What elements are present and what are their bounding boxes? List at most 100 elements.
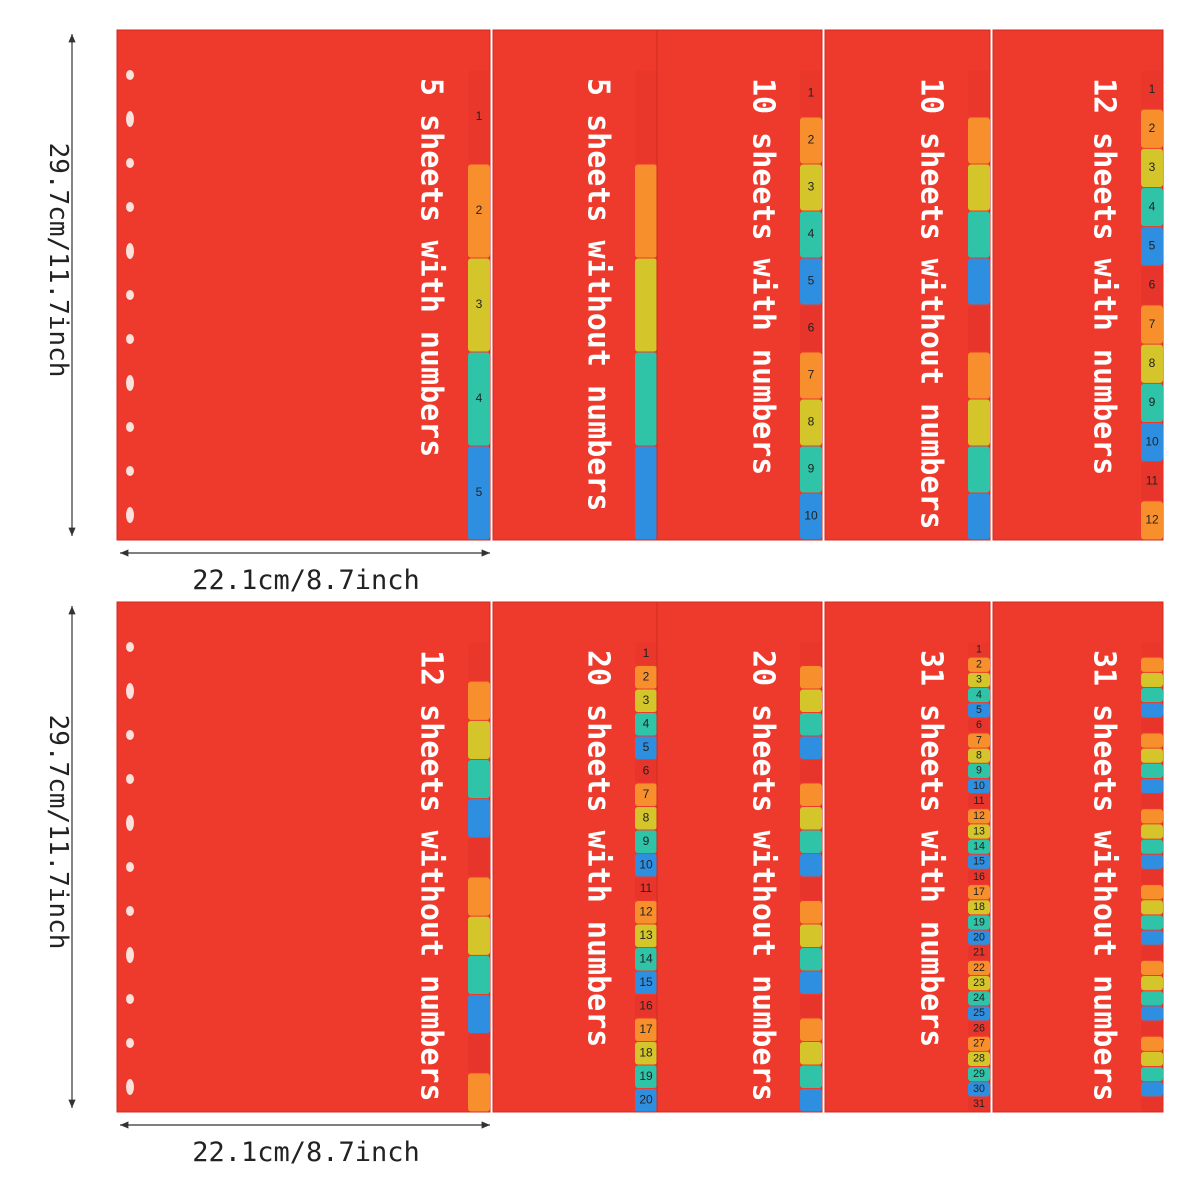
tab-number: 27 [973, 1038, 985, 1050]
tab-number: 8 [643, 810, 650, 824]
divider-tab [1141, 672, 1163, 687]
tab-number: 20 [639, 1092, 653, 1106]
divider-tab [635, 924, 657, 947]
divider-tab [1141, 501, 1163, 540]
divider-tab [1141, 824, 1163, 839]
divider-tab [635, 1018, 657, 1041]
divider-tab [1141, 266, 1163, 305]
divider-tab [1141, 794, 1163, 809]
tab-number: 8 [976, 750, 982, 762]
height-label: 29.7cm/11.7inch [43, 143, 73, 378]
divider-tab [968, 839, 990, 854]
divider-tab [468, 681, 490, 720]
divider-tab [968, 960, 990, 976]
panel-label: 5 sheets with numbers [414, 78, 449, 457]
tab-number: 31 [973, 1098, 985, 1110]
divider-tab [635, 783, 657, 806]
divider-tab [1141, 869, 1163, 885]
divider-tab [968, 117, 990, 164]
divider-panel: 5 sheets without numbers [492, 29, 658, 541]
divider-sheet [656, 29, 823, 541]
tab-number: 13 [973, 825, 985, 837]
divider-tab [468, 70, 490, 164]
panel-label: 5 sheets without numbers [581, 78, 616, 511]
divider-tab [635, 642, 657, 665]
tab-number: 6 [808, 321, 815, 335]
tab-number: 18 [973, 901, 985, 913]
divider-tab [968, 399, 990, 446]
tab-number: 13 [639, 928, 653, 942]
divider-tab [968, 885, 990, 900]
divider-tab [800, 1089, 822, 1112]
tab-number: 3 [476, 297, 483, 311]
divider-tab [468, 955, 490, 994]
divider-tab [968, 733, 990, 748]
tab-number: 29 [973, 1068, 985, 1080]
tab-number: 3 [643, 693, 650, 707]
divider-tab [468, 446, 490, 540]
tab-number: 10 [639, 857, 653, 871]
divider-tab [635, 689, 657, 712]
divider-tab [968, 672, 990, 687]
divider-tab [800, 736, 822, 759]
panel-label: 31 sheets with numbers [914, 650, 949, 1047]
tab-number: 9 [643, 834, 650, 848]
divider-tab [968, 164, 990, 211]
tab-number: 25 [973, 1007, 985, 1019]
tab-number: 1 [976, 643, 982, 655]
tab-number: 3 [976, 674, 982, 686]
tab-number: 14 [639, 951, 653, 965]
divider-sheet [656, 601, 823, 1113]
divider-tab [635, 948, 657, 971]
punch-hole [126, 375, 134, 391]
punch-hole [126, 947, 134, 963]
tab-number: 17 [639, 1022, 653, 1036]
divider-tab [800, 807, 822, 830]
tab-number: 10 [804, 509, 818, 523]
tab-number: 12 [973, 810, 985, 822]
tab-number: 21 [973, 947, 985, 959]
divider-tab [1141, 1036, 1163, 1051]
divider-tab [635, 877, 657, 900]
divider-tab [468, 877, 490, 916]
divider-tab [635, 258, 657, 352]
tab-number: 1 [643, 646, 650, 660]
punch-hole [126, 507, 134, 523]
divider-tab [468, 916, 490, 955]
divider-panel: 1 2 3 4 5 5 sheets with numbers [116, 29, 491, 541]
divider-tab [968, 657, 990, 672]
divider-tab [968, 1051, 990, 1067]
tab-number: 23 [973, 977, 985, 989]
divider-tab [635, 1042, 657, 1065]
tab-number: 10 [973, 780, 985, 792]
divider-panel: 31 sheets without numbers [992, 601, 1164, 1113]
divider-tab [468, 164, 490, 258]
divider-sheet [992, 29, 1164, 541]
tab-number: 3 [808, 180, 815, 194]
panel-label: 10 sheets without numbers [914, 78, 949, 530]
divider-tab [968, 930, 990, 945]
divider-tab [468, 352, 490, 446]
divider-tab [800, 117, 822, 164]
divider-tab [1141, 945, 1163, 960]
divider-tab [1141, 991, 1163, 1006]
tab-number: 11 [973, 795, 984, 807]
punch-hole [126, 1079, 134, 1095]
punch-hole [126, 111, 134, 127]
divider-tab [1141, 900, 1163, 915]
divider-tab [468, 838, 490, 877]
tab-number: 28 [973, 1053, 985, 1065]
tab-number: 15 [639, 975, 653, 989]
divider-tab [968, 305, 990, 352]
divider-tab [800, 830, 822, 853]
divider-tab [800, 493, 822, 540]
tab-number: 26 [973, 1022, 985, 1034]
tab-number: 7 [1149, 317, 1156, 331]
divider-sheet [116, 601, 491, 1113]
divider-tab [1141, 778, 1163, 794]
punch-hole [126, 1038, 134, 1048]
divider-tab [800, 352, 822, 399]
panel-label: 12 sheets without numbers [414, 650, 449, 1102]
